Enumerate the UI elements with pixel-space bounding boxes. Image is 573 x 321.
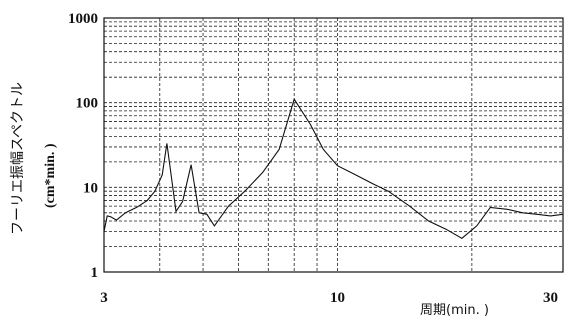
x-axis-label: 周期(min. ) [420,303,489,318]
y-tick-label: 100 [76,96,99,112]
x-tick-label: 30 [543,290,558,306]
x-axis-ticks: 3 10 30 [100,290,558,306]
y-axis-label: フーリエ振幅スペクトル [10,82,26,235]
y-axis-unit-label: (cm*min. ) [43,143,58,208]
x-tick-label: 3 [100,290,108,306]
grid-lines [104,18,563,272]
series-line [103,97,564,239]
y-tick-label: 1000 [68,11,98,27]
y-tick-label: 1 [91,265,99,281]
y-tick-label: 10 [83,180,98,196]
x-tick-label: 10 [330,290,345,306]
plot-frame [103,17,564,273]
y-axis-ticks: 1 10 100 1000 [68,11,98,281]
